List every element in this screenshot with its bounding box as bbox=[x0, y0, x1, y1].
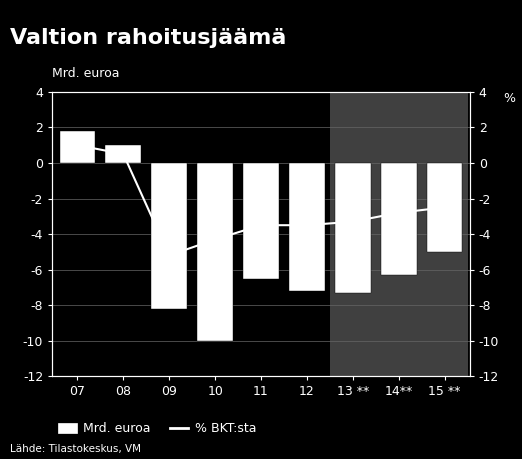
Bar bbox=[60, 131, 96, 163]
Text: Valtion rahoitusjäämä: Valtion rahoitusjäämä bbox=[10, 28, 287, 48]
Text: Lähde: Tilastokeskus, VM: Lähde: Tilastokeskus, VM bbox=[10, 444, 141, 454]
Text: %: % bbox=[503, 92, 515, 105]
Bar bbox=[289, 163, 325, 291]
Legend: Mrd. euroa, % BKT:sta: Mrd. euroa, % BKT:sta bbox=[58, 422, 256, 436]
Bar bbox=[243, 163, 279, 279]
Bar bbox=[151, 163, 187, 309]
Text: Mrd. euroa: Mrd. euroa bbox=[52, 67, 120, 80]
Bar bbox=[381, 163, 417, 275]
Bar bbox=[105, 145, 141, 163]
Bar bbox=[330, 92, 468, 376]
Bar bbox=[426, 163, 462, 252]
Bar bbox=[197, 163, 233, 341]
Bar bbox=[335, 163, 371, 293]
